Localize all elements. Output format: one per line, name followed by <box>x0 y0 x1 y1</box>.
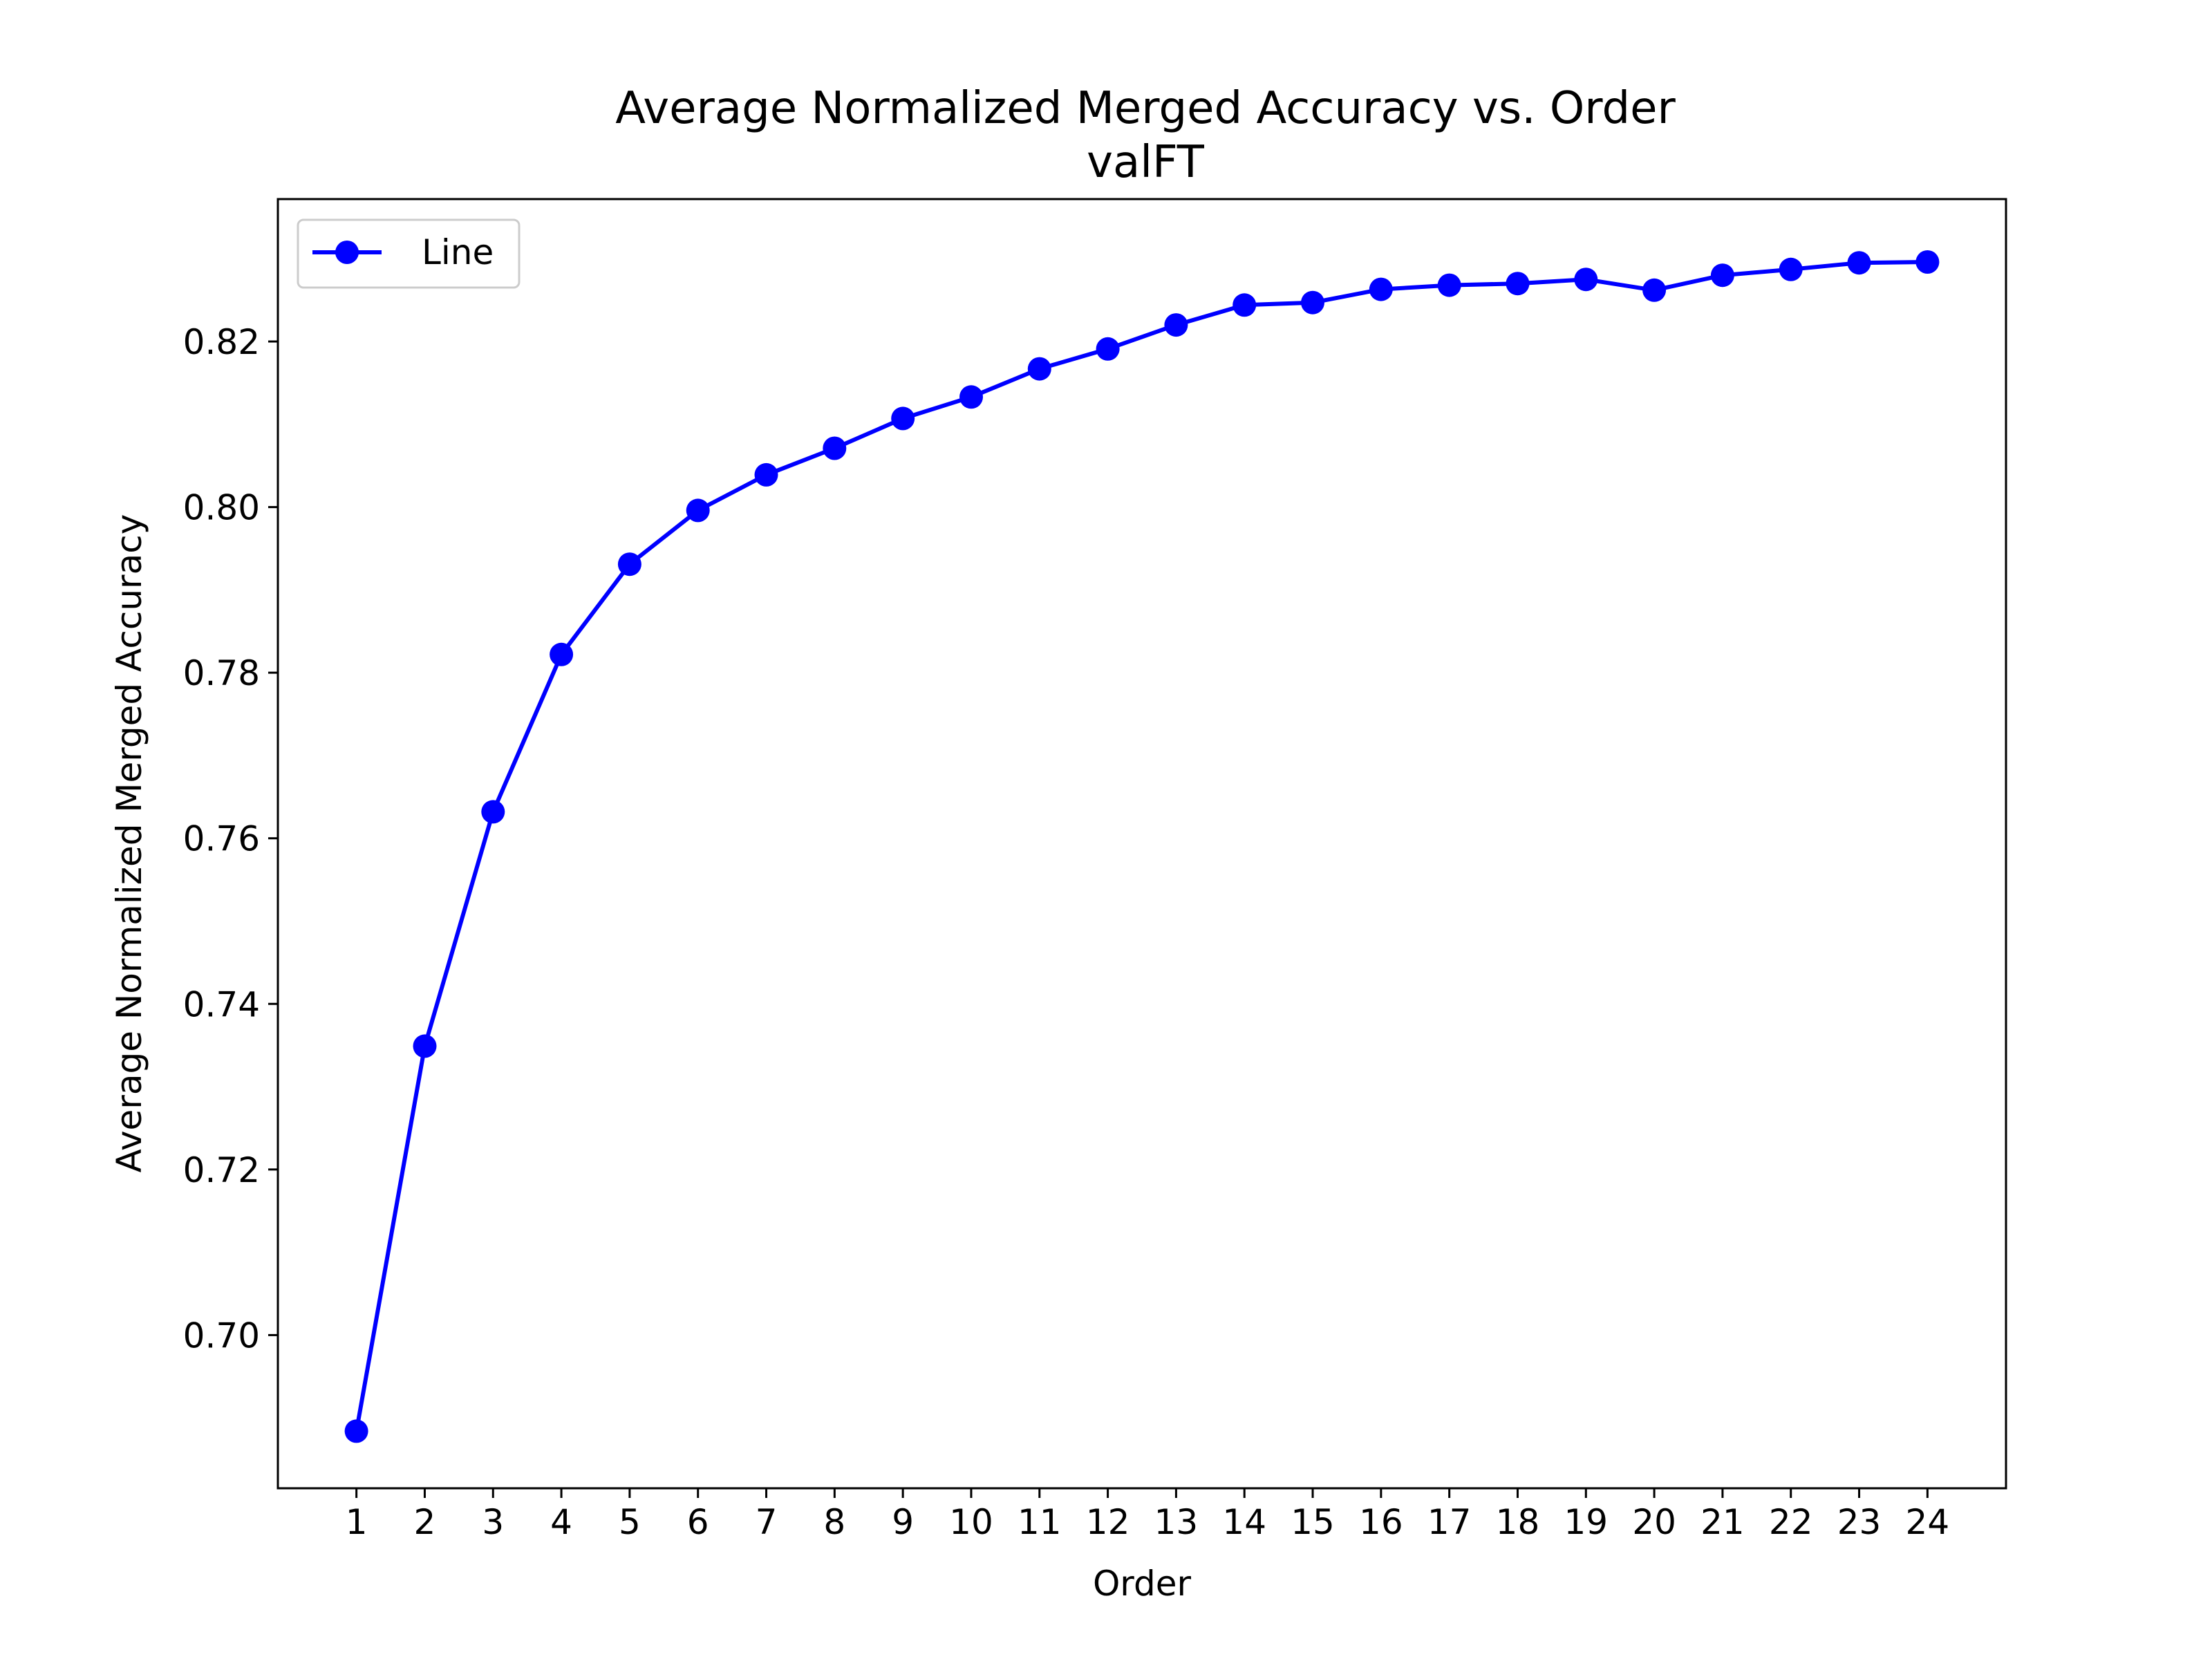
data-point <box>823 436 847 460</box>
x-tick-label: 10 <box>949 1502 993 1542</box>
legend-box <box>297 218 521 289</box>
x-tick-label: 7 <box>756 1502 778 1542</box>
data-point <box>1369 277 1393 301</box>
data-point <box>1437 273 1461 297</box>
chart-title: Average Normalized Merged Accuracy vs. O… <box>615 83 1676 134</box>
data-point <box>1847 251 1871 275</box>
x-tick-label: 2 <box>414 1502 436 1542</box>
x-tick-label: 11 <box>1018 1502 1062 1542</box>
x-tick-label: 18 <box>1496 1502 1540 1542</box>
data-point <box>686 498 710 523</box>
legend-marker-swatch <box>335 241 359 264</box>
x-tick-label: 22 <box>1769 1502 1813 1542</box>
x-tick-label: 13 <box>1154 1502 1199 1542</box>
x-tick-label: 15 <box>1291 1502 1335 1542</box>
x-tick-label: 17 <box>1427 1502 1472 1542</box>
x-tick-label: 9 <box>892 1502 914 1542</box>
x-axis-ticks: 1 2 3 4 5 6 7 8 9 10 11 12 13 14 15 16 17 18 19 20 21 22 23 24 <box>346 1488 1949 1542</box>
x-tick-label: 19 <box>1564 1502 1608 1542</box>
data-point <box>550 642 574 666</box>
y-axis-ticks: 0.70 0.72 0.74 0.76 0.78 0.80 0.82 <box>183 322 278 1356</box>
data-point <box>1027 357 1051 381</box>
x-tick-label: 21 <box>1700 1502 1745 1542</box>
data-point <box>891 406 915 431</box>
data-point <box>617 552 641 577</box>
x-tick-label: 5 <box>619 1502 641 1542</box>
x-tick-label: 4 <box>550 1502 572 1542</box>
data-point <box>344 1419 368 1443</box>
data-point <box>1574 268 1598 292</box>
data-point <box>1164 313 1188 337</box>
data-point <box>754 462 778 487</box>
data-point <box>413 1034 437 1058</box>
x-tick-label: 6 <box>687 1502 709 1542</box>
data-point <box>959 385 983 409</box>
x-tick-label: 8 <box>823 1502 845 1542</box>
data-point <box>1232 293 1257 317</box>
data-point <box>1506 272 1530 296</box>
plot-area-frame <box>276 198 2007 1490</box>
data-point <box>1915 250 1940 274</box>
y-tick-label: 0.70 <box>183 1315 260 1356</box>
series-points <box>344 250 1940 1443</box>
x-tick-label: 23 <box>1837 1502 1882 1542</box>
data-point <box>1779 257 1803 281</box>
data-point <box>481 800 505 824</box>
chart-subtitle: valFT <box>1087 137 1205 188</box>
y-tick-label: 0.82 <box>183 322 260 362</box>
data-point <box>1642 278 1667 302</box>
x-axis-label: Order <box>1093 1564 1192 1604</box>
legend-label: Line <box>422 232 494 272</box>
y-tick-label: 0.72 <box>183 1150 260 1190</box>
y-tick-label: 0.78 <box>183 653 260 693</box>
x-tick-label: 12 <box>1086 1502 1130 1542</box>
data-point <box>1301 290 1324 315</box>
data-point <box>1710 263 1734 288</box>
y-tick-label: 0.74 <box>183 984 260 1024</box>
x-tick-label: 20 <box>1632 1502 1676 1542</box>
x-tick-label: 3 <box>482 1502 504 1542</box>
x-tick-label: 14 <box>1222 1502 1266 1542</box>
x-tick-label: 16 <box>1359 1502 1403 1542</box>
y-tick-label: 0.80 <box>183 488 260 528</box>
y-tick-label: 0.76 <box>183 819 260 859</box>
x-tick-label: 24 <box>1906 1502 1950 1542</box>
y-axis-label: Average Normalized Merged Accuracy <box>109 514 149 1173</box>
x-tick-label: 1 <box>346 1502 368 1542</box>
legend: Line <box>297 218 521 289</box>
data-point <box>1096 337 1120 361</box>
